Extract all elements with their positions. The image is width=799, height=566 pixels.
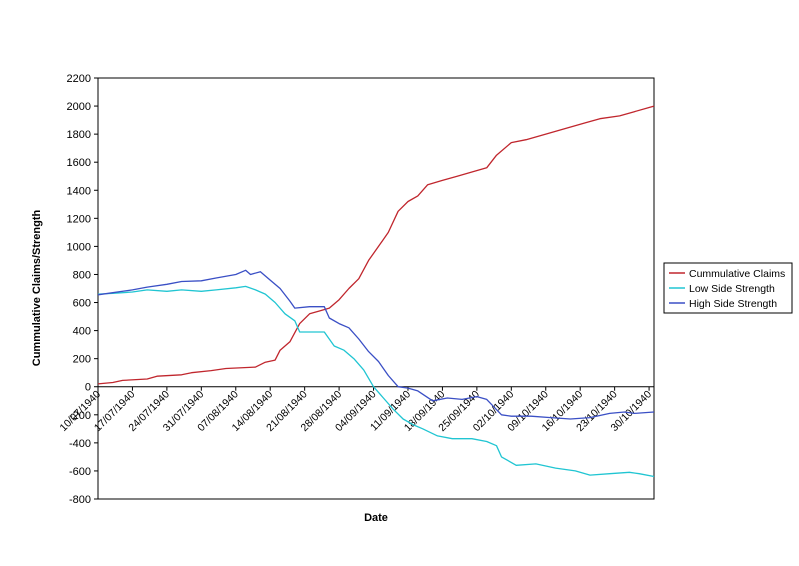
series-layer <box>97 105 655 478</box>
y-tick-label: 1800 <box>67 129 91 141</box>
series-line <box>97 285 655 478</box>
legend-box <box>663 262 793 314</box>
y-tick-label: -800 <box>69 494 91 506</box>
y-tick-label: 200 <box>73 354 91 366</box>
legend: Cummulative Claims Low Side Strength High … <box>663 262 793 314</box>
y-tick-label: 0 <box>85 382 91 394</box>
y-tick-label: 1400 <box>67 185 91 197</box>
legend-label: Low Side Strength <box>689 283 775 295</box>
y-tick-label: -200 <box>69 410 91 422</box>
y-axis: -800 -600 -400 -200 0 200 400 600 800 1000 1200 140… <box>67 73 98 506</box>
y-tick-label: -400 <box>69 438 91 450</box>
x-axis-title: Date <box>364 512 388 524</box>
series-line <box>97 269 655 420</box>
legend-label: High Side Strength <box>689 298 777 310</box>
y-tick-label: 2200 <box>67 73 91 85</box>
y-tick-label: 400 <box>73 326 91 338</box>
y-tick-label: 600 <box>73 298 91 310</box>
y-axis-title: Cummulative Claims/Strength <box>31 209 43 366</box>
series-line <box>97 105 655 385</box>
y-tick-label: -600 <box>69 466 91 478</box>
y-tick-label: 2000 <box>67 101 91 113</box>
y-tick-label: 1200 <box>67 213 91 225</box>
legend-label: Cummulative Claims <box>689 268 785 280</box>
y-tick-label: 800 <box>73 269 91 281</box>
y-tick-label: 1000 <box>67 241 91 253</box>
plot-area <box>97 77 655 500</box>
y-tick-label: 1600 <box>67 157 91 169</box>
